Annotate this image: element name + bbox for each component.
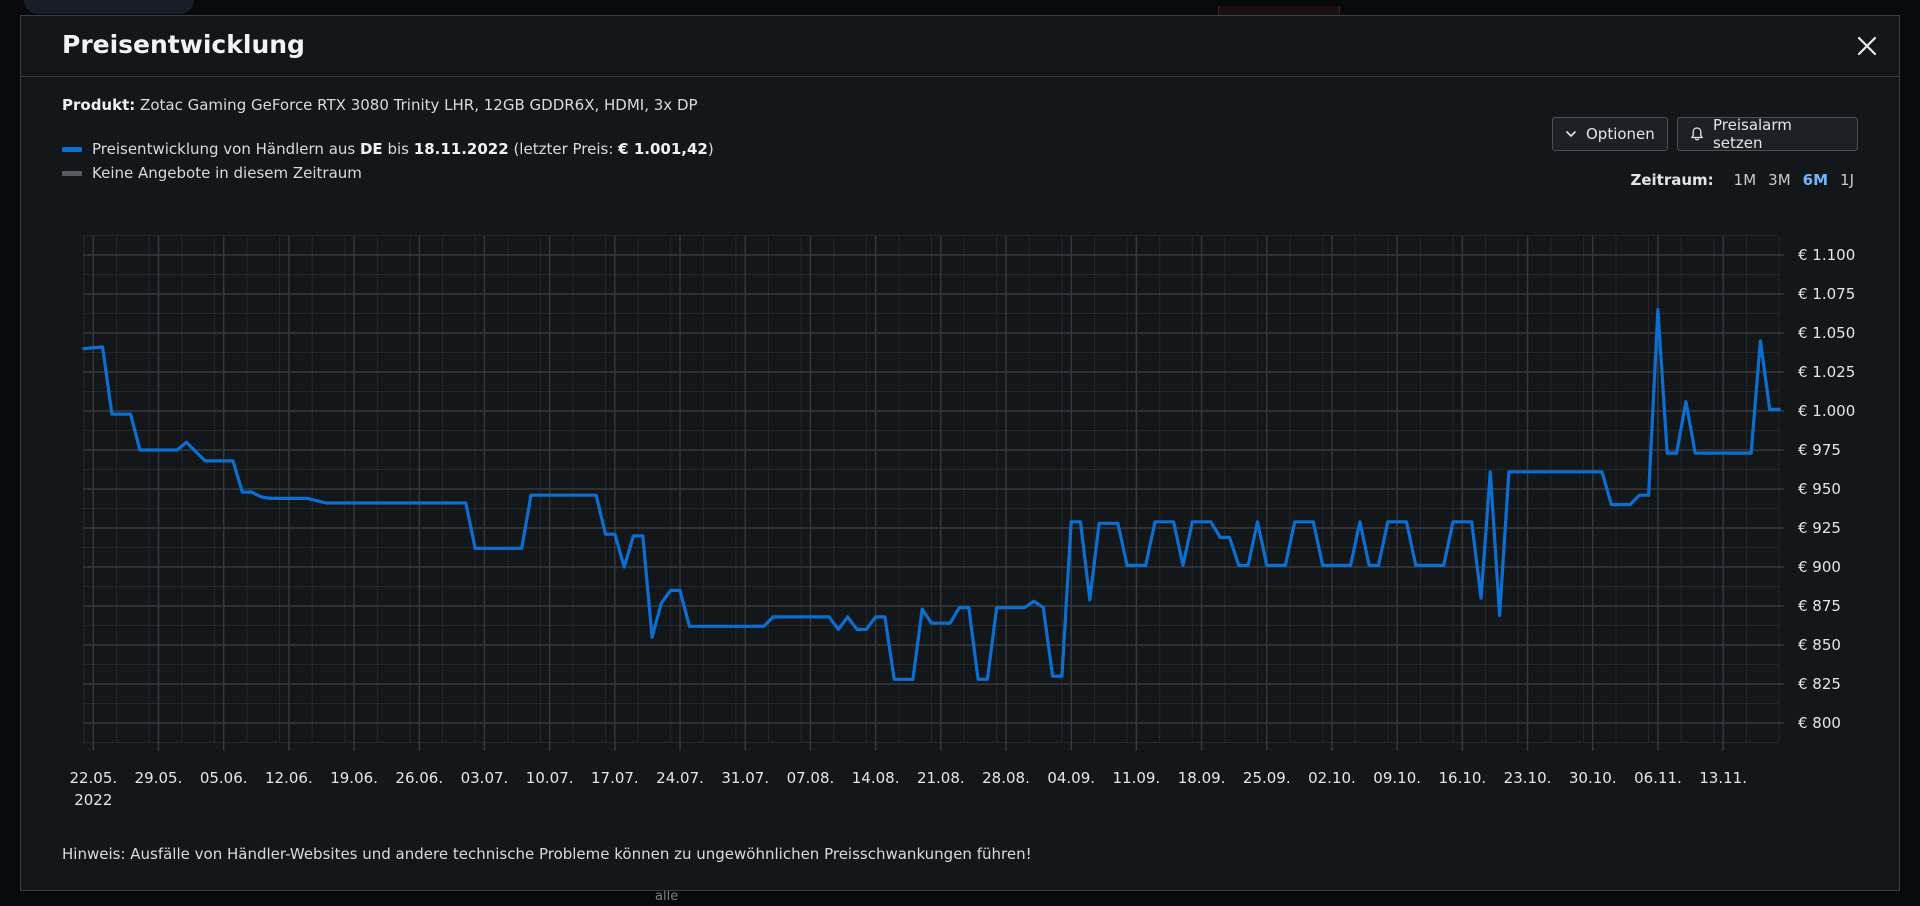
x-tick-label: 17.07.	[591, 769, 639, 787]
x-tick-label: 09.10.	[1373, 769, 1421, 787]
time-range-selector: Zeitraum: 1M 3M 6M 1J	[1630, 171, 1854, 189]
y-tick-label: € 900	[1798, 558, 1841, 576]
x-tick-label: 26.06.	[395, 769, 443, 787]
x-tick-label: 07.08.	[787, 769, 835, 787]
x-tick-label: 12.06.	[265, 769, 313, 787]
product-info: Produkt: Zotac Gaming GeForce RTX 3080 T…	[62, 96, 698, 114]
close-button[interactable]	[1853, 32, 1881, 60]
y-tick-label: € 850	[1798, 636, 1841, 654]
legend-item-price: Preisentwicklung von Händlern aus DE bis…	[62, 137, 714, 161]
range-option-1m[interactable]: 1M	[1733, 171, 1757, 189]
x-tick-label: 11.09.	[1113, 769, 1161, 787]
chevron-down-icon	[1566, 131, 1576, 138]
bell-icon	[1691, 127, 1703, 141]
y-tick-label: € 950	[1798, 480, 1841, 498]
legend-label-price: Preisentwicklung von Händlern aus DE bis…	[92, 140, 714, 158]
x-tick-label: 02.10.	[1308, 769, 1356, 787]
y-tick-label: € 1.100	[1798, 246, 1855, 264]
x-tick-label: 22.05.	[69, 769, 117, 787]
y-tick-label: € 875	[1798, 597, 1841, 615]
y-tick-label: € 975	[1798, 441, 1841, 459]
x-tick-label: 28.08.	[982, 769, 1030, 787]
x-tick-label: 23.10.	[1504, 769, 1552, 787]
x-tick-label: 24.07.	[656, 769, 704, 787]
x-tick-label: 04.09.	[1047, 769, 1095, 787]
modal-title: Preisentwicklung	[62, 30, 305, 59]
time-range-label: Zeitraum:	[1630, 171, 1714, 189]
range-option-6m[interactable]: 6M	[1802, 171, 1829, 189]
y-tick-label: € 1.000	[1798, 402, 1855, 420]
x-tick-label: 30.10.	[1569, 769, 1617, 787]
x-tick-label: 03.07.	[461, 769, 509, 787]
x-tick-label: 21.08.	[917, 769, 965, 787]
chart-legend: Preisentwicklung von Händlern aus DE bis…	[62, 137, 714, 185]
x-axis: 22.05. 29.05. 05.06. 12.06. 19.06. 26.06. 03.0…	[69, 769, 1747, 809]
price-alert-button-label: Preisalarm setzen	[1712, 116, 1792, 152]
x-tick-label: 05.06.	[200, 769, 248, 787]
legend-item-no-offers: Keine Angebote in diesem Zeitraum	[62, 161, 714, 185]
y-tick-label: € 1.075	[1798, 285, 1855, 303]
legend-swatch-price	[62, 146, 82, 152]
x-year-label: 2022	[74, 791, 112, 809]
x-tick-label: 18.09.	[1178, 769, 1226, 787]
y-axis: € 800 € 825 € 850 € 875 € 900 € 925 € 950 € 975…	[1798, 246, 1855, 732]
product-name: Zotac Gaming GeForce RTX 3080 Trinity LH…	[140, 96, 698, 114]
x-tick-label: 14.08.	[852, 769, 900, 787]
legend-label-no-offers: Keine Angebote in diesem Zeitraum	[92, 164, 362, 182]
x-tick-label: 25.09.	[1243, 769, 1291, 787]
range-option-1j[interactable]: 1J	[1840, 171, 1854, 189]
background-element	[24, 0, 194, 14]
modal-header: Preisentwicklung	[21, 16, 1899, 77]
legend-swatch-no-offers	[62, 170, 82, 176]
y-tick-label: € 825	[1798, 675, 1841, 693]
options-button[interactable]: Optionen	[1552, 117, 1668, 151]
x-tick-label: 29.05.	[135, 769, 183, 787]
x-tick-label: 06.11.	[1634, 769, 1682, 787]
price-history-modal: Preisentwicklung Produkt: Zotac Gaming G…	[20, 15, 1900, 891]
y-tick-label: € 800	[1798, 714, 1841, 732]
x-tick-label: 19.06.	[330, 769, 378, 787]
chart-grid	[83, 235, 1784, 751]
x-tick-label: 13.11.	[1699, 769, 1747, 787]
x-tick-label: 10.07.	[526, 769, 574, 787]
x-tick-label: 16.10.	[1438, 769, 1486, 787]
price-alert-button[interactable]: Preisalarm setzen	[1677, 116, 1858, 152]
price-chart: € 800 € 825 € 850 € 875 € 900 € 925 € 950 € 975…	[69, 235, 1855, 809]
range-option-3m[interactable]: 3M	[1768, 171, 1791, 189]
close-icon	[1857, 36, 1877, 56]
price-line	[82, 308, 1781, 681]
options-button-label: Optionen	[1586, 125, 1655, 143]
y-tick-label: € 1.050	[1798, 324, 1855, 342]
price-series	[82, 308, 1781, 681]
x-tick-label: 31.07.	[721, 769, 769, 787]
background-text: alle	[655, 889, 679, 904]
hint-text: Hinweis: Ausfälle von Händler-Websites u…	[62, 845, 1032, 863]
product-label: Produkt:	[62, 96, 136, 114]
y-tick-label: € 925	[1798, 519, 1841, 537]
y-tick-label: € 1.025	[1798, 363, 1855, 381]
